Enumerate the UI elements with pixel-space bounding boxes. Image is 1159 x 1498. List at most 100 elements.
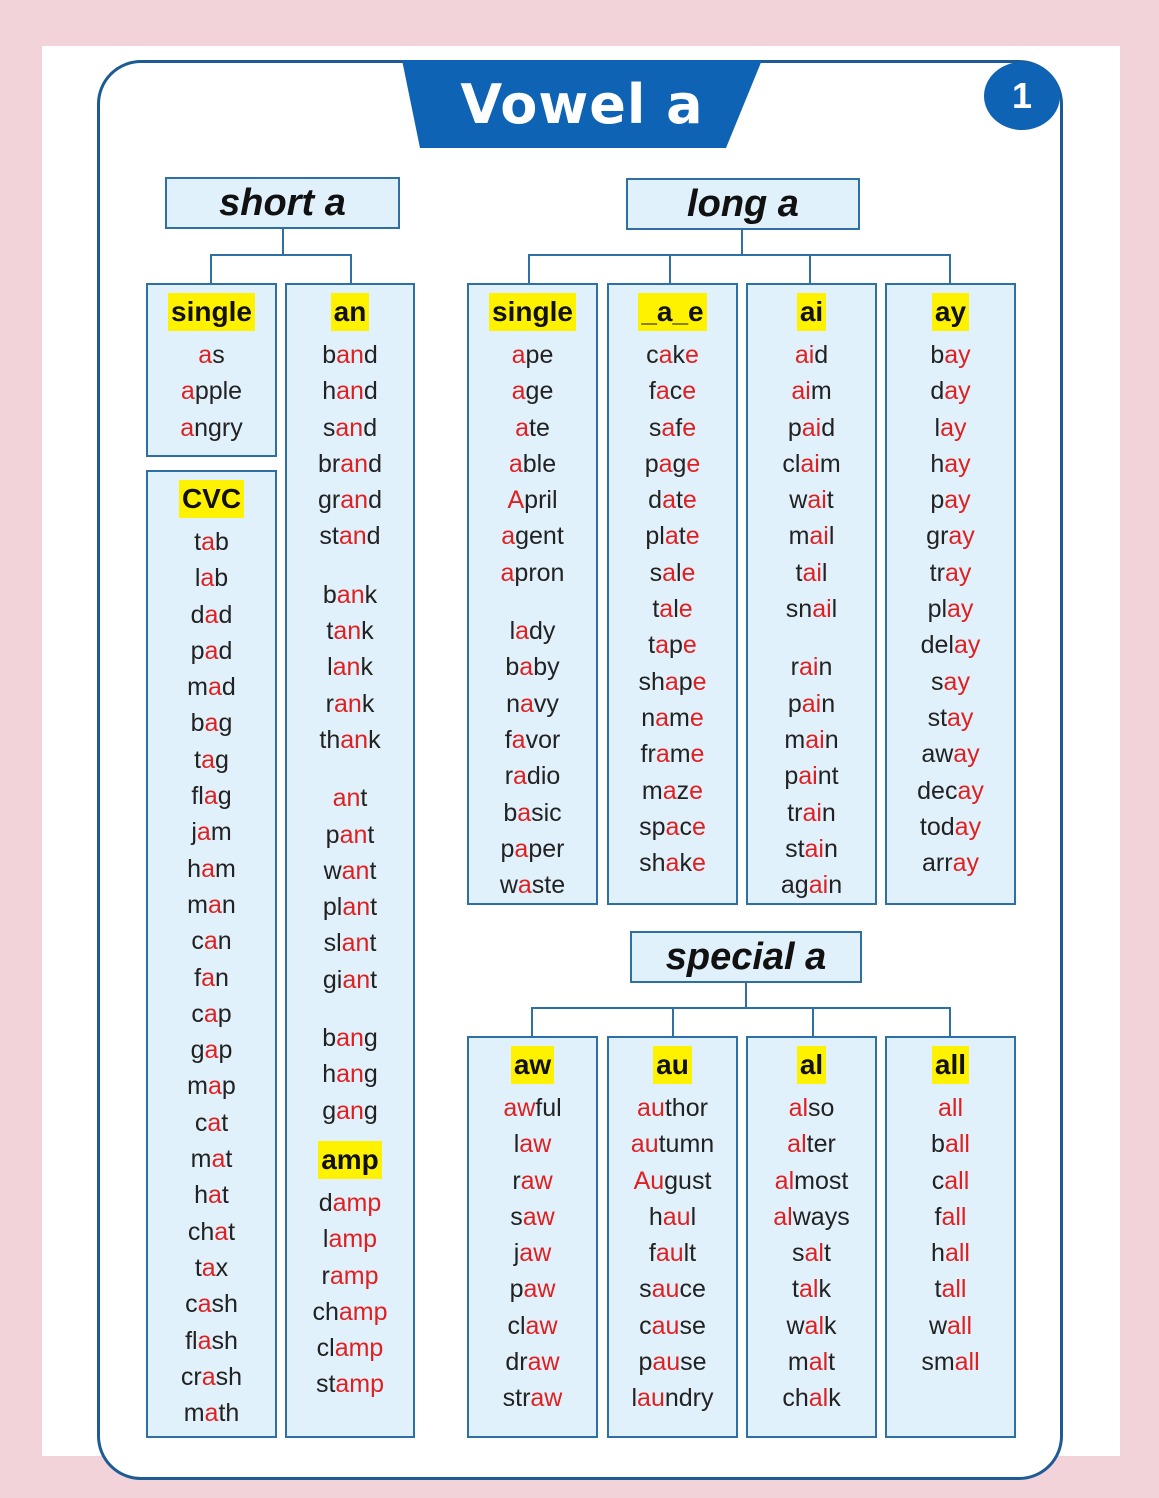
vowel-pattern: amp bbox=[332, 1188, 382, 1217]
word-part: t bbox=[225, 1145, 233, 1174]
word-part: sn bbox=[785, 595, 813, 624]
word: tall bbox=[887, 1271, 1014, 1307]
word-part: k bbox=[361, 689, 375, 718]
vowel-pattern: a bbox=[665, 812, 680, 841]
word: gang bbox=[287, 1093, 413, 1129]
vowel-pattern: a bbox=[180, 377, 195, 406]
vowel-pattern: a bbox=[204, 1036, 219, 1065]
word-part: vor bbox=[525, 725, 561, 754]
word-part: l bbox=[831, 595, 838, 624]
vowel-pattern: an bbox=[334, 689, 362, 718]
word-part: d bbox=[363, 377, 378, 406]
vowel-pattern: ay bbox=[944, 449, 971, 478]
word-part: c bbox=[669, 377, 683, 406]
vowel-pattern: a bbox=[214, 1217, 229, 1246]
word: bag bbox=[148, 705, 275, 741]
word: angry bbox=[148, 410, 275, 446]
word: law bbox=[469, 1126, 596, 1162]
vowel-pattern: a bbox=[655, 631, 670, 660]
vowel-pattern: amp bbox=[329, 1261, 379, 1290]
group-spacer bbox=[287, 758, 413, 780]
word-part: st bbox=[927, 703, 948, 732]
vowel-pattern: all bbox=[954, 1348, 980, 1377]
connector bbox=[528, 254, 951, 256]
vowel-pattern: ai bbox=[801, 413, 822, 442]
connector bbox=[350, 254, 352, 283]
word-part: th bbox=[319, 725, 341, 754]
vowel-pattern: a bbox=[514, 834, 529, 863]
connector bbox=[741, 230, 743, 255]
word: frame bbox=[609, 736, 736, 772]
word: ant bbox=[287, 780, 413, 816]
word: fault bbox=[609, 1235, 736, 1271]
column-short-an: an band hand sand brand grand stand bank tank lan… bbox=[285, 283, 415, 1438]
word: age bbox=[469, 373, 596, 409]
vowel-pattern: a bbox=[196, 818, 211, 847]
connector bbox=[282, 229, 284, 255]
word-part: m bbox=[187, 673, 208, 702]
connector bbox=[809, 254, 811, 283]
word: autumn bbox=[609, 1126, 736, 1162]
vowel-pattern: A bbox=[507, 486, 525, 515]
word: hand bbox=[287, 373, 413, 409]
word: maze bbox=[609, 773, 736, 809]
word-part: cl bbox=[507, 1311, 526, 1340]
word: baby bbox=[469, 649, 596, 685]
vowel-pattern: au bbox=[651, 1275, 680, 1304]
word-part: n bbox=[824, 725, 839, 754]
vowel-pattern: a bbox=[664, 667, 679, 696]
vowel-pattern: an bbox=[336, 1096, 364, 1125]
word-part: m bbox=[210, 818, 232, 847]
word: array bbox=[887, 845, 1014, 881]
word-part: t bbox=[369, 856, 377, 885]
word-part: k bbox=[818, 1275, 831, 1304]
word: wall bbox=[887, 1308, 1014, 1344]
word-part: s bbox=[510, 1202, 523, 1231]
word-part: s bbox=[649, 558, 663, 587]
word: able bbox=[469, 446, 596, 482]
word-part: n bbox=[506, 689, 520, 718]
word-part: t bbox=[826, 486, 834, 515]
word-part: h bbox=[931, 1239, 945, 1268]
silent-e: e bbox=[682, 413, 697, 442]
word-part: p bbox=[217, 999, 232, 1028]
word-part: f bbox=[675, 413, 683, 442]
word-part: c bbox=[185, 1290, 198, 1319]
word-part: k bbox=[361, 617, 374, 646]
vowel-pattern: au bbox=[637, 1384, 665, 1413]
word: page bbox=[609, 446, 736, 482]
word-part: d bbox=[218, 600, 233, 629]
word-part: b bbox=[190, 709, 205, 738]
vowel-pattern: a bbox=[513, 762, 527, 791]
word-part: l bbox=[631, 1384, 638, 1413]
word: salt bbox=[748, 1235, 875, 1271]
word-part: so bbox=[808, 1094, 835, 1122]
word-part: st bbox=[785, 834, 805, 863]
vowel-pattern: aw bbox=[527, 1348, 560, 1377]
word-part: h bbox=[648, 1202, 663, 1231]
vowel-pattern: a bbox=[511, 725, 526, 754]
word: say bbox=[887, 664, 1014, 700]
vowel-pattern: aw bbox=[525, 1311, 558, 1340]
word: walk bbox=[748, 1308, 875, 1344]
word-part: ndry bbox=[664, 1384, 714, 1413]
word-part: m bbox=[819, 449, 841, 478]
vowel-pattern: a bbox=[662, 776, 677, 805]
word-part: p bbox=[325, 820, 340, 849]
vowel-pattern: an bbox=[336, 341, 364, 369]
word: hat bbox=[148, 1177, 275, 1213]
word-part: t bbox=[934, 1275, 942, 1304]
word: brand bbox=[287, 446, 413, 482]
column-long-single: single ape age ate able April agent apron lady ba… bbox=[467, 283, 598, 905]
word: bank bbox=[287, 577, 413, 613]
group-spacer bbox=[287, 555, 413, 577]
word-part: g bbox=[322, 1096, 337, 1125]
word-part: f bbox=[648, 1239, 656, 1268]
word-part: t bbox=[369, 929, 377, 958]
vowel-pattern: a bbox=[658, 449, 673, 478]
word: ball bbox=[887, 1126, 1014, 1162]
vowel-pattern: a bbox=[658, 341, 673, 369]
word-part: l bbox=[509, 617, 516, 646]
word-part: l bbox=[675, 558, 682, 587]
word-part: t bbox=[652, 595, 660, 624]
